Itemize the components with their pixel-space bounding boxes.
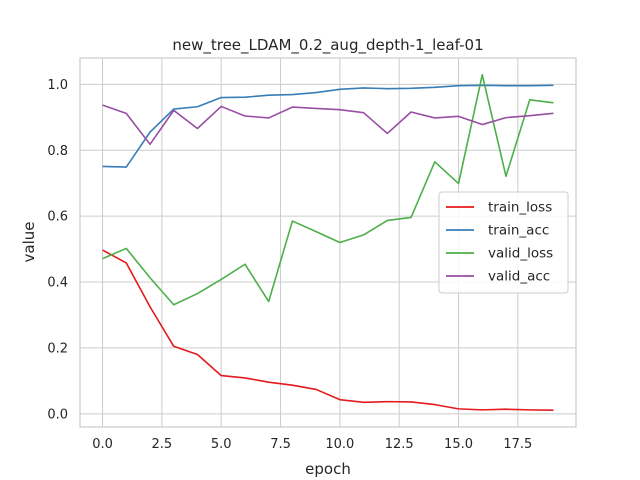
x-axis-label: epoch [305, 460, 351, 478]
x-tick-label: 12.5 [385, 437, 414, 452]
legend: train_loss train_acc valid_loss valid_acc [438, 191, 569, 294]
y-tick-label: 1.0 [47, 78, 68, 93]
x-tick-label: 5.0 [211, 437, 232, 452]
x-tick-label: 10.0 [325, 437, 354, 452]
x-tick-label: 2.5 [152, 437, 173, 452]
x-tick-label: 15.0 [444, 437, 473, 452]
legend-box [438, 191, 569, 294]
y-tick-label: 0.8 [47, 144, 68, 159]
chart-title: new_tree_LDAM_0.2_aug_depth-1_leaf-01 [172, 36, 483, 55]
y-tick-label: 0.4 [47, 276, 68, 291]
y-tick-label: 0.6 [47, 210, 68, 225]
legend-label: valid_loss [488, 246, 553, 262]
y-tick-label: 0.2 [47, 341, 68, 356]
legend-label: train_loss [488, 200, 552, 216]
legend-label: valid_acc [488, 269, 550, 285]
series-line-valid-loss [102, 74, 554, 306]
tick-labels: 0.0 2.5 5.0 7.5 10.0 12.5 15.0 17.5 0.0 0.2 0.4 0.6… [47, 78, 532, 452]
legend-label: train_acc [488, 223, 549, 239]
series-line-valid-acc [102, 104, 554, 146]
plot-area-frame [79, 57, 577, 428]
series-line-train-acc [102, 84, 554, 168]
x-tick-label: 7.5 [270, 437, 291, 452]
x-tick-label: 17.5 [503, 437, 532, 452]
y-axis-label: value [20, 222, 38, 263]
y-tick-label: 0.0 [47, 407, 68, 422]
series-lines [102, 74, 554, 411]
x-tick-label: 0.0 [92, 437, 113, 452]
series-line-train-loss [102, 249, 554, 411]
